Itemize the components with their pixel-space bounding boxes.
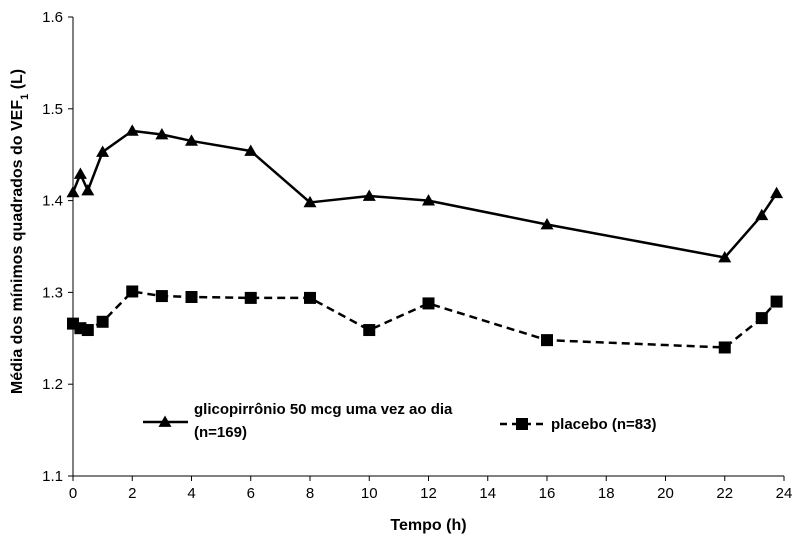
series-line xyxy=(72,290,778,349)
data-point-triangle xyxy=(362,189,376,201)
series-glicopirronio xyxy=(66,124,784,263)
x-tick-label: 14 xyxy=(479,485,496,502)
data-point-triangle xyxy=(718,251,732,263)
y-axis-title-unit: (L) xyxy=(9,69,26,94)
data-point-square xyxy=(770,295,783,308)
legend-label-placebo: placebo (n=83) xyxy=(551,416,656,433)
y-tick-label: 1.2 xyxy=(42,376,63,393)
legend-item-placebo: placebo (n=83) xyxy=(500,416,656,433)
x-tick-label: 4 xyxy=(187,485,195,502)
x-axis-title: Tempo (h) xyxy=(390,517,466,534)
x-tick-label: 18 xyxy=(598,485,615,502)
legend-marker-triangle xyxy=(158,415,172,427)
data-point-triangle xyxy=(185,134,198,146)
x-tick-label: 8 xyxy=(306,485,314,502)
series-layer xyxy=(66,124,784,354)
x-tick-label: 16 xyxy=(539,485,556,502)
data-point-square xyxy=(96,315,109,328)
data-point-triangle xyxy=(73,167,87,179)
data-point-triangle xyxy=(755,208,769,221)
data-point-triangle xyxy=(155,128,169,140)
data-point-square xyxy=(718,341,731,354)
data-point-square xyxy=(363,324,376,337)
data-point-triangle xyxy=(125,124,139,136)
x-tick-label: 12 xyxy=(420,485,437,502)
data-point-square xyxy=(304,291,316,304)
data-point-triangle xyxy=(303,195,317,208)
data-point-square xyxy=(81,324,94,337)
x-tick-label: 10 xyxy=(361,485,378,502)
data-point-square xyxy=(755,312,768,325)
data-point-triangle xyxy=(66,185,80,198)
data-point-square xyxy=(155,290,168,303)
data-point-square xyxy=(541,334,553,347)
data-point-square xyxy=(126,285,139,298)
x-tick-label: 22 xyxy=(716,485,733,502)
data-point-triangle xyxy=(244,144,258,156)
x-tick-label: 6 xyxy=(247,485,255,502)
data-point-triangle xyxy=(540,217,554,230)
y-tick-label: 1.1 xyxy=(42,468,63,485)
data-point-triangle xyxy=(770,186,784,199)
legend-marker-square xyxy=(516,418,528,430)
y-tick-label: 1.3 xyxy=(42,284,63,301)
legend: glicopirrônio 50 mcg uma vez ao dia (n=1… xyxy=(143,401,656,441)
series-line xyxy=(71,129,778,259)
x-tick-label: 20 xyxy=(657,485,674,502)
legend-label-glicopirronio-n: (n=169) xyxy=(194,424,247,441)
data-point-triangle xyxy=(422,194,435,206)
y-axis-title-subscript: 1 xyxy=(19,94,31,100)
y-tick-label: 1.4 xyxy=(42,193,63,210)
legend-label-glicopirronio: glicopirrônio 50 mcg uma vez ao dia xyxy=(194,401,453,418)
y-axis-title: Média dos mínimos quadrados do VEF1 (L) xyxy=(9,69,31,394)
data-point-square xyxy=(244,291,257,304)
x-tick-label: 2 xyxy=(128,485,136,502)
legend-item-glicopirronio: glicopirrônio 50 mcg uma vez ao dia (n=1… xyxy=(143,401,453,441)
data-point-triangle xyxy=(96,145,110,157)
tick-marks: 1.11.21.31.41.51.60 2 4 6 8 10 12 14 16 18 20 22 24 xyxy=(42,9,792,502)
data-point-square xyxy=(185,290,198,303)
x-tick-label: 0 xyxy=(69,485,77,502)
x-tick-label: 24 xyxy=(776,485,793,502)
data-point-square xyxy=(422,297,435,310)
y-tick-label: 1.5 xyxy=(42,101,63,118)
y-tick-label: 1.6 xyxy=(42,9,63,26)
series-placebo xyxy=(67,285,783,354)
data-point-triangle xyxy=(81,184,95,196)
y-axis-title-main: Média dos mínimos quadrados do VEF xyxy=(9,100,26,394)
